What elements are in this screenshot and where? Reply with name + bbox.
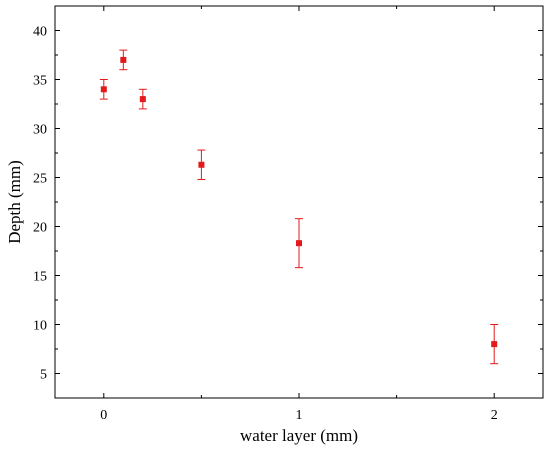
y-axis-title: Depth (mm) <box>5 160 24 244</box>
point-marker <box>120 56 127 63</box>
x-axis-title: water layer (mm) <box>240 426 358 445</box>
point-marker <box>139 96 146 103</box>
y-tick-label: 20 <box>33 221 47 236</box>
point-marker <box>100 86 107 93</box>
x-tick-label: 0 <box>100 408 107 423</box>
y-tick-label: 40 <box>33 25 47 40</box>
plot-frame <box>54 5 544 399</box>
y-axis: 5 10 15 20 25 30 35 40 <box>33 25 543 383</box>
data-point <box>119 49 128 71</box>
data-point <box>490 324 499 365</box>
y-tick-label: 25 <box>33 172 47 187</box>
y-tick-label: 5 <box>40 368 47 383</box>
point-marker <box>491 341 498 348</box>
point-marker <box>296 240 302 247</box>
x-axis: 0 1 2 <box>100 6 498 423</box>
y-tick-label: 10 <box>33 319 47 334</box>
y-tick-label: 15 <box>33 270 47 285</box>
data-point <box>295 218 303 269</box>
x-tick-label: 2 <box>491 408 498 423</box>
data-point <box>197 149 206 180</box>
point-marker <box>198 161 205 168</box>
x-tick-label: 1 <box>296 408 303 423</box>
y-tick-label: 30 <box>33 123 47 138</box>
y-tick-label: 35 <box>33 74 47 89</box>
data-point <box>99 79 108 100</box>
data-point <box>138 88 147 110</box>
data-points <box>99 49 499 365</box>
